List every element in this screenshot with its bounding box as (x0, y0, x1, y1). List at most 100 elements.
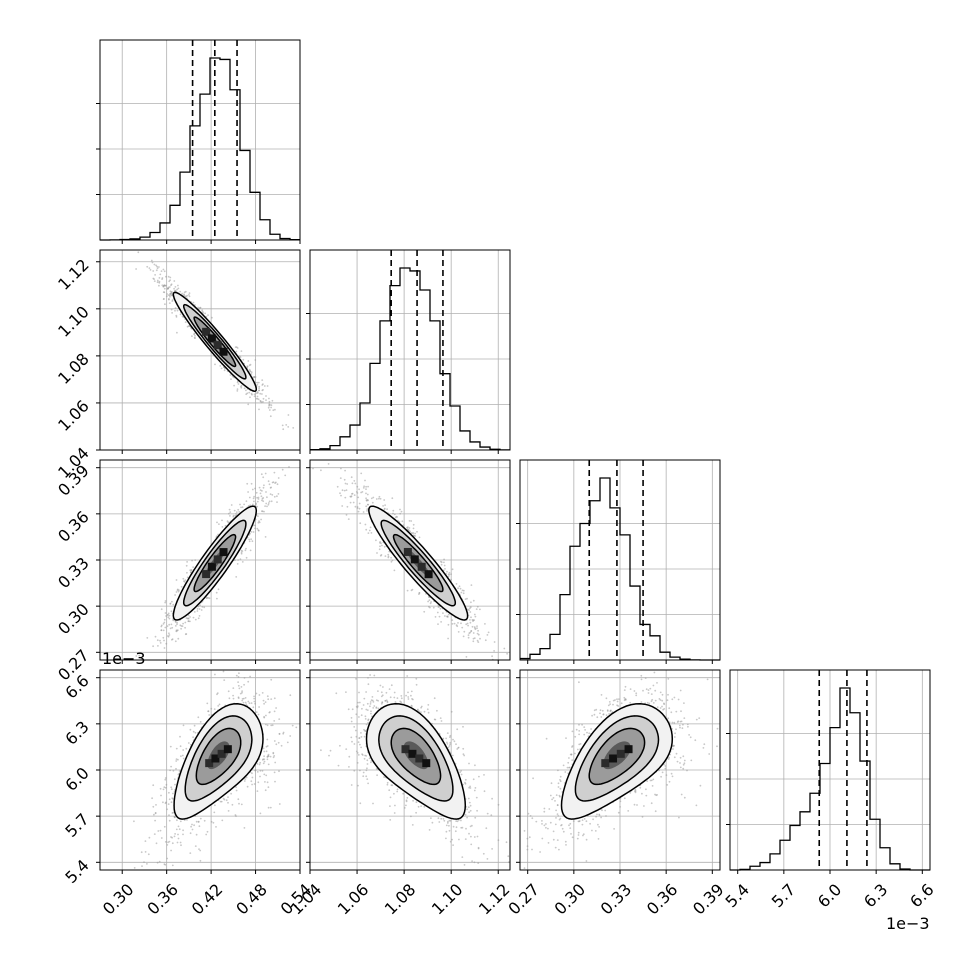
sample-point (446, 822, 449, 824)
sample-point (287, 426, 290, 428)
sample-point (443, 561, 445, 564)
sample-point (661, 771, 664, 774)
sample-point (205, 597, 208, 600)
sample-point (378, 495, 381, 498)
sample-point (177, 637, 180, 640)
sample-point (242, 358, 245, 361)
sample-point (251, 488, 254, 491)
sample-point (176, 621, 179, 624)
sample-point (263, 385, 266, 387)
sample-point (213, 708, 216, 710)
sample-point (269, 415, 272, 418)
sample-point (153, 280, 156, 282)
sample-point (370, 712, 372, 715)
sample-point (203, 819, 206, 822)
sample-point (388, 550, 391, 553)
sample-point (599, 712, 601, 715)
sample-point (440, 621, 442, 623)
sample-point (254, 527, 256, 530)
sample-point (156, 861, 159, 864)
sample-point (578, 681, 580, 684)
sample-point (180, 755, 182, 758)
sample-point (267, 502, 270, 504)
sample-point (369, 703, 372, 705)
sample-point (115, 224, 117, 226)
sample-point (373, 705, 376, 707)
sample-point (140, 678, 142, 680)
sample-point (365, 691, 367, 693)
sample-point (476, 639, 479, 642)
sample-point (358, 488, 360, 491)
sample-point (586, 731, 588, 734)
sample-point (192, 736, 195, 739)
sample-point (267, 698, 270, 701)
sample-point (177, 773, 180, 776)
sample-point (360, 472, 363, 475)
sample-point (465, 623, 468, 626)
sample-point (454, 830, 457, 833)
sample-point (162, 801, 164, 804)
sample-point (197, 716, 200, 719)
sample-point (258, 408, 260, 411)
sample-point (455, 826, 458, 829)
sample-point (418, 592, 421, 594)
sample-point (596, 813, 598, 816)
sample-point (365, 528, 368, 531)
sample-point (411, 532, 414, 534)
sample-point (356, 706, 359, 709)
sample-point (189, 852, 192, 854)
sample-point (659, 707, 662, 709)
sample-point (472, 619, 475, 622)
sample-point (364, 754, 366, 757)
sample-point (451, 619, 454, 621)
sample-point (175, 579, 178, 581)
density-core (213, 341, 222, 350)
sample-point (174, 783, 176, 786)
sample-point (273, 471, 276, 474)
sample-point (459, 587, 462, 590)
sample-point (266, 505, 268, 508)
sample-point (179, 745, 182, 748)
sample-point (407, 528, 410, 531)
sample-point (218, 703, 221, 706)
sample-point (390, 663, 392, 665)
sample-point (175, 760, 178, 762)
sample-point (161, 277, 164, 279)
sample-point (265, 750, 268, 753)
sample-point (170, 849, 173, 852)
sample-point (190, 825, 193, 828)
sample-point (160, 629, 163, 632)
sample-point (654, 699, 657, 702)
sample-point (164, 786, 167, 789)
sample-point (172, 769, 175, 772)
sample-point (194, 337, 196, 339)
sample-point (198, 615, 201, 617)
sample-point (410, 690, 413, 693)
sample-point (171, 600, 173, 603)
sample-point (367, 683, 370, 686)
sample-point (528, 836, 531, 839)
density-core (403, 547, 412, 556)
sample-point (262, 397, 265, 400)
sample-point (210, 707, 213, 710)
sample-point (380, 695, 383, 698)
sample-point (678, 816, 680, 819)
sample-point (460, 773, 463, 776)
sample-point (163, 618, 166, 621)
sample-point (565, 844, 567, 846)
sample-point (671, 775, 674, 778)
sample-point (235, 674, 238, 677)
sample-point (175, 591, 178, 593)
sample-point (557, 815, 560, 817)
sample-point (474, 764, 476, 767)
sample-point (133, 867, 136, 869)
sample-point (189, 569, 192, 572)
sample-point (160, 608, 163, 611)
sample-point (467, 797, 470, 800)
sample-point (574, 735, 577, 738)
sample-point (163, 639, 165, 642)
sample-point (264, 472, 267, 475)
sample-point (286, 741, 289, 744)
sample-point (428, 829, 431, 831)
sample-point (483, 790, 486, 793)
